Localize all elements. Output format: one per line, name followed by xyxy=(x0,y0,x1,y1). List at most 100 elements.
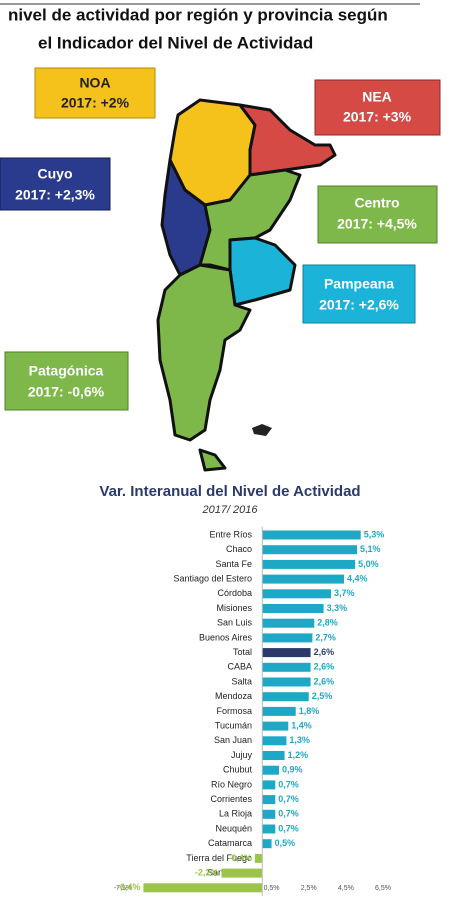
x-tick-label: 6,5% xyxy=(375,885,391,892)
bar xyxy=(262,662,311,672)
y-tick-label: Entre Ríos xyxy=(209,529,252,539)
y-tick-label: Santa Fe xyxy=(215,559,252,569)
title-line: nivel de actividad por región y provinci… xyxy=(8,5,388,24)
y-tick-label: Salta xyxy=(231,676,252,686)
y-tick-label: Río Negro xyxy=(211,779,252,789)
value-label: 5,1% xyxy=(360,544,381,554)
bar xyxy=(262,824,276,834)
bar xyxy=(262,648,311,658)
y-tick-label: Mendoza xyxy=(215,691,252,701)
label-box xyxy=(317,185,438,244)
region-pampeana xyxy=(228,236,297,307)
y-tick-label: Corrientes xyxy=(210,794,252,804)
bar-chart: Var. Interanual del Nivel de Actividad 2… xyxy=(99,483,391,896)
value-label: 3,7% xyxy=(334,588,355,598)
bar xyxy=(221,868,263,878)
y-tick-label: Tierra del Fuego xyxy=(186,853,252,863)
region-name: Centro xyxy=(354,195,399,211)
y-tick-label: Chaco xyxy=(226,544,252,554)
x-tick-label: 0,5% xyxy=(264,885,280,892)
value-label: -0,4% xyxy=(228,853,252,863)
bar xyxy=(262,780,276,790)
bar xyxy=(262,589,331,599)
bar xyxy=(262,530,361,540)
region-patagonia xyxy=(156,263,252,442)
chart-title: Var. Interanual del Nivel de Actividad xyxy=(99,483,360,500)
y-tick-label: San Luis xyxy=(217,618,253,628)
value-label: -6,4% xyxy=(117,882,141,892)
bar xyxy=(262,765,279,775)
bar xyxy=(262,633,313,643)
bar xyxy=(262,677,311,687)
region-value: 2017: +3% xyxy=(343,109,412,125)
bar xyxy=(143,883,263,893)
value-label: 2,7% xyxy=(315,632,336,642)
region-name: Cuyo xyxy=(38,166,73,182)
bar xyxy=(262,559,356,569)
label-box xyxy=(0,157,111,211)
value-label: 4,4% xyxy=(347,573,368,583)
value-label: 0,5% xyxy=(275,838,296,848)
region-value: 2017: +2,6% xyxy=(319,297,399,313)
region-nea xyxy=(238,103,337,177)
bar xyxy=(262,839,272,849)
y-tick-label: Santiago del Estero xyxy=(173,573,252,583)
value-label: 0,7% xyxy=(278,809,299,819)
value-label: 0,7% xyxy=(278,779,299,789)
x-tick-label: 4,5% xyxy=(338,885,354,892)
y-tick-label: San Juan xyxy=(214,735,252,745)
bar xyxy=(262,692,309,702)
label-box xyxy=(302,264,416,324)
value-label: 1,2% xyxy=(288,750,309,760)
value-label: 5,0% xyxy=(358,559,379,569)
value-label: 0,7% xyxy=(278,794,299,804)
y-tick-label: Misiones xyxy=(216,603,252,613)
y-tick-label: Tucumán xyxy=(215,720,252,730)
y-tick-label: Total xyxy=(233,647,252,657)
region-labels: NOA 2017: +2% NEA 2017: +3% Cuyo 2017: +… xyxy=(0,67,441,411)
value-label: 2,6% xyxy=(314,647,335,657)
value-label: 5,3% xyxy=(364,529,385,539)
region-tierra-del-fuego xyxy=(198,448,227,472)
value-label: 2,6% xyxy=(314,676,335,686)
y-tick-label: Buenos Aires xyxy=(199,632,253,642)
x-tick-label: 2,5% xyxy=(301,885,317,892)
x-tick-label: -7,5% xyxy=(114,885,132,892)
bar xyxy=(262,618,315,628)
region-value: 2017: +2% xyxy=(61,95,130,111)
bar xyxy=(262,751,285,760)
value-label: 1,3% xyxy=(289,735,310,745)
bar xyxy=(262,604,324,613)
title-line: el Indicador del Nivel de Actividad xyxy=(38,33,313,52)
value-label: -2,2% xyxy=(195,867,219,877)
value-label: 2,5% xyxy=(312,691,333,701)
y-tick-label: CABA xyxy=(227,662,252,672)
chart-subtitle: 2017/ 2016 xyxy=(201,504,258,516)
bar xyxy=(262,545,357,555)
value-label: 1,8% xyxy=(299,706,320,716)
bar xyxy=(262,721,289,731)
islands xyxy=(252,424,272,436)
label-box xyxy=(4,351,129,411)
y-tick-label: Neuquén xyxy=(215,823,252,833)
label-box xyxy=(314,79,441,136)
value-label: 0,9% xyxy=(282,765,303,775)
bar xyxy=(262,736,287,746)
y-tick-label: Chubut xyxy=(223,765,253,775)
region-name: NEA xyxy=(362,89,392,105)
value-label: 2,8% xyxy=(317,618,338,628)
region-value: 2017: +2,3% xyxy=(15,187,95,203)
y-tick-label: Catamarca xyxy=(208,838,252,848)
region-name: NOA xyxy=(79,75,110,91)
value-label: 3,3% xyxy=(327,603,348,613)
bar xyxy=(262,706,296,716)
region-name: Pampeana xyxy=(324,276,394,292)
y-tick-label: La Rioja xyxy=(219,809,252,819)
bar xyxy=(262,574,344,584)
map xyxy=(156,98,337,472)
bar xyxy=(262,809,276,819)
bar xyxy=(262,795,276,805)
region-value: 2017: -0,6% xyxy=(28,384,105,400)
value-label: 2,6% xyxy=(314,662,335,672)
